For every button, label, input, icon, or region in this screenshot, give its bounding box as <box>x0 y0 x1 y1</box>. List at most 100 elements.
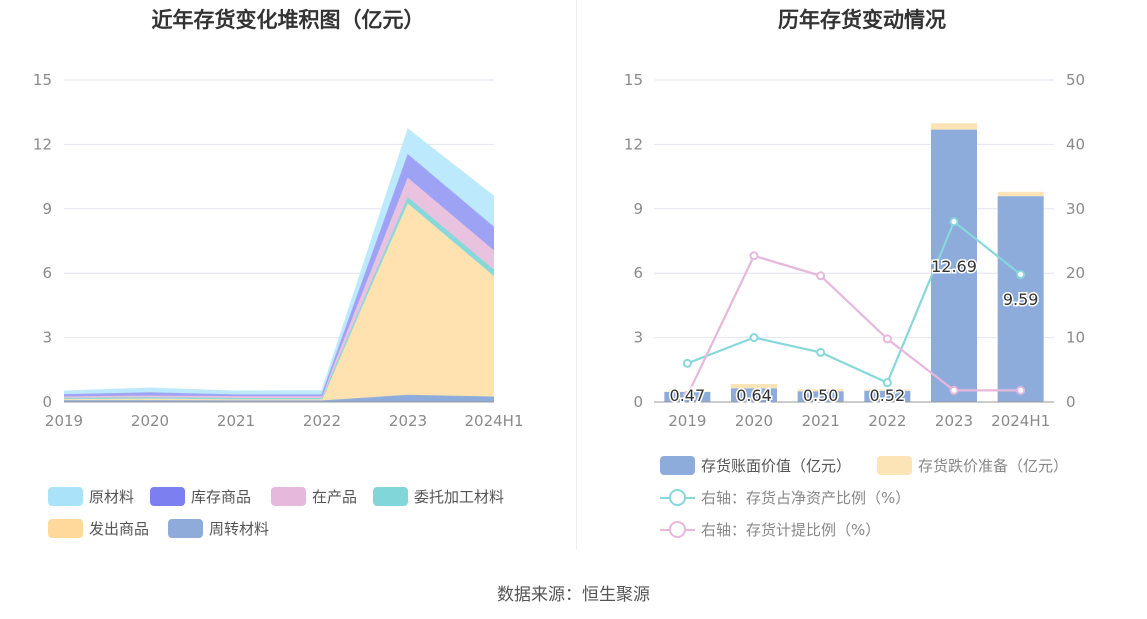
legend-item[interactable]: 存货跌价准备（亿元） <box>877 455 1068 476</box>
legend-swatch <box>660 520 695 539</box>
legend-item[interactable]: 右轴：存货占净资产比例（%） <box>660 487 910 508</box>
y-tick-label: 0 <box>42 393 52 411</box>
legend-label: 周转材料 <box>209 520 270 538</box>
y-tick-label: 12 <box>624 135 643 153</box>
legend-swatch <box>168 519 203 538</box>
y-tick-label: 9 <box>633 200 643 218</box>
y-tick-label: 0 <box>633 393 643 411</box>
area-edge-在产品 <box>63 177 495 398</box>
line-point <box>882 334 892 344</box>
legend-swatch <box>373 487 408 506</box>
legend-item[interactable]: 周转材料 <box>168 518 269 539</box>
bar-book-value <box>931 129 977 402</box>
panel-divider <box>576 0 577 550</box>
legend-swatch <box>150 487 185 506</box>
line-point <box>682 358 692 368</box>
x-tick-label: 2021 <box>217 412 255 430</box>
bar-data-label: 0.50 <box>803 386 839 405</box>
legend-marker <box>669 489 686 506</box>
line-point <box>749 333 759 343</box>
y2-tick-label: 50 <box>1066 71 1085 89</box>
area-edge-周转材料 <box>64 394 495 402</box>
legend-swatch <box>271 487 306 506</box>
line-point <box>949 385 959 395</box>
bar-book-value <box>797 391 844 402</box>
bar-provision <box>797 389 844 392</box>
x-tick-label: 2024H1 <box>465 412 524 430</box>
stacked-area-chart-panel: 近年存货变化堆积图（亿元） 0 3 6 9 12 15 2019 2020 2021 2022 20… <box>0 0 576 555</box>
x-tick-label: 2023 <box>389 412 427 430</box>
x-tick-label: 2020 <box>735 412 773 430</box>
legend-label: 委托加工材料 <box>414 488 505 506</box>
bar-provision <box>864 389 911 391</box>
legend-swatch <box>48 487 83 506</box>
legend-item[interactable]: 原材料 <box>48 486 134 507</box>
bar-data-label: 0.64 <box>736 386 772 405</box>
x-tick-label: 2024H1 <box>991 412 1050 430</box>
area-edge-原材料 <box>63 128 495 393</box>
legend-label: 库存商品 <box>191 488 252 506</box>
bar-data-label: 0.47 <box>670 386 706 405</box>
y-tick-label: 3 <box>42 329 52 347</box>
legend-item[interactable]: 存货账面价值（亿元） <box>660 455 851 476</box>
bar-book-value <box>997 196 1044 402</box>
x-tick-label: 2019 <box>668 412 706 430</box>
line-series-0 <box>686 219 1022 385</box>
legend-label: 原材料 <box>89 488 135 506</box>
legend-label: 存货跌价准备（亿元） <box>918 457 1069 475</box>
y2-tick-label: 0 <box>1066 393 1076 411</box>
line-point <box>749 251 759 261</box>
line-point <box>1016 385 1026 395</box>
legend-item[interactable]: 库存商品 <box>150 486 251 507</box>
y2-tick-label: 10 <box>1066 329 1085 347</box>
y2-tick-label: 20 <box>1066 264 1085 282</box>
legend-swatch <box>660 456 695 475</box>
data-source-note: 数据来源：恒生聚源 <box>497 585 650 605</box>
legend-label: 右轴：存货计提比例（%） <box>701 521 881 539</box>
bar-data-label: 12.69 <box>931 257 977 276</box>
x-tick-label: 2022 <box>303 412 341 430</box>
bar-data-label: 0.52 <box>870 386 906 405</box>
y-tick-label: 6 <box>42 264 52 282</box>
area-发出商品 <box>64 204 494 402</box>
line-point <box>949 217 959 227</box>
legend-marker <box>669 521 686 538</box>
line-point <box>816 271 826 281</box>
y-tick-label: 15 <box>624 71 643 89</box>
bar-provision <box>997 191 1044 197</box>
legend-swatch <box>48 519 83 538</box>
legend-label: 存货账面价值（亿元） <box>701 457 852 475</box>
right-chart-title: 历年存货变动情况 <box>778 8 946 32</box>
line-point <box>882 378 892 388</box>
x-tick-label: 2023 <box>935 412 973 430</box>
bar-line-combo-chart: 0 3 6 9 12 15 0 10 20 30 40 50 2019 2020 2021 2022 2023 2… <box>624 71 1085 430</box>
bar-book-value <box>864 390 911 402</box>
left-chart-title: 近年存货变化堆积图（亿元） <box>151 8 425 32</box>
legend-label: 在产品 <box>312 488 358 506</box>
stacked-area-chart: 0 3 6 9 12 15 2019 2020 2021 2022 2023 2024H1 <box>33 71 524 430</box>
legend-item[interactable]: 右轴：存货计提比例（%） <box>660 519 880 540</box>
line-series-1 <box>686 254 1021 397</box>
line-point <box>682 391 692 401</box>
y2-tick-label: 30 <box>1066 200 1085 218</box>
y-tick-label: 6 <box>633 264 643 282</box>
bar-book-value <box>731 388 777 402</box>
legend-item[interactable]: 在产品 <box>271 486 357 507</box>
x-tick-label: 2022 <box>868 412 906 430</box>
legend-swatch <box>660 488 695 507</box>
legend-item[interactable]: 委托加工材料 <box>373 486 504 507</box>
line-point <box>816 347 826 357</box>
bar-provision <box>931 123 977 130</box>
y-tick-label: 15 <box>33 71 52 89</box>
y-tick-label: 12 <box>33 135 52 153</box>
line-point <box>1016 269 1026 279</box>
legend-label: 右轴：存货占净资产比例（%） <box>701 489 911 507</box>
x-tick-label: 2019 <box>45 412 83 430</box>
inventory-change-chart-panel: 历年存货变动情况 0 3 6 9 12 15 0 10 20 30 40 50 2019 2020 2021… <box>577 0 1147 555</box>
legend-label: 发出商品 <box>89 520 150 538</box>
legend-item[interactable]: 发出商品 <box>48 518 149 539</box>
y-tick-label: 3 <box>633 329 643 347</box>
y2-tick-label: 40 <box>1066 135 1085 153</box>
bar-provision <box>731 383 777 389</box>
x-tick-label: 2020 <box>131 412 169 430</box>
